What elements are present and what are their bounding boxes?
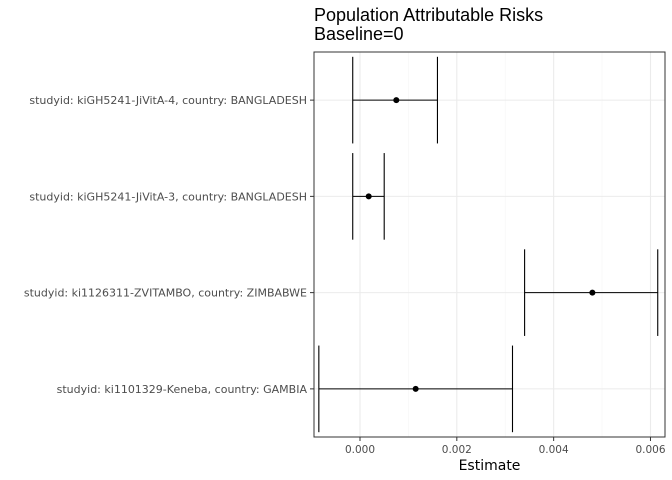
y-tick-label: studyid: ki1101329-Keneba, country: GAMB… (57, 383, 308, 396)
y-tick-label: studyid: kiGH5241-JiVitA-3, country: BAN… (29, 190, 307, 203)
point-estimate (412, 385, 419, 392)
plot-panel (313, 51, 666, 438)
point-estimate (365, 193, 372, 200)
panel-border (313, 51, 666, 438)
x-axis-ticks: 0.000 0.002 0.004 0.006 (345, 437, 666, 456)
major-gridlines (314, 52, 665, 437)
x-axis-title: Estimate (459, 458, 521, 474)
x-tick-label: 0.004 (539, 444, 569, 456)
x-tick-label: 0.000 (345, 444, 375, 456)
minor-gridlines (408, 52, 603, 437)
point-estimate (589, 289, 596, 296)
x-tick-label: 0.002 (442, 444, 472, 456)
y-tick-label: studyid: ki1126311-ZVITAMBO, country: ZI… (24, 287, 307, 300)
point-estimate (393, 97, 400, 104)
chart-subtitle: Baseline=0 (314, 24, 404, 44)
y-tick-label: studyid: kiGH5241-JiVitA-4, country: BAN… (29, 94, 307, 107)
x-tick-label: 0.006 (635, 444, 665, 456)
y-axis-ticks: studyid: kiGH5241-JiVitA-4, country: BAN… (24, 94, 314, 396)
errorbar-marks (318, 56, 659, 433)
chart-title: Population Attributable Risks (314, 5, 543, 25)
